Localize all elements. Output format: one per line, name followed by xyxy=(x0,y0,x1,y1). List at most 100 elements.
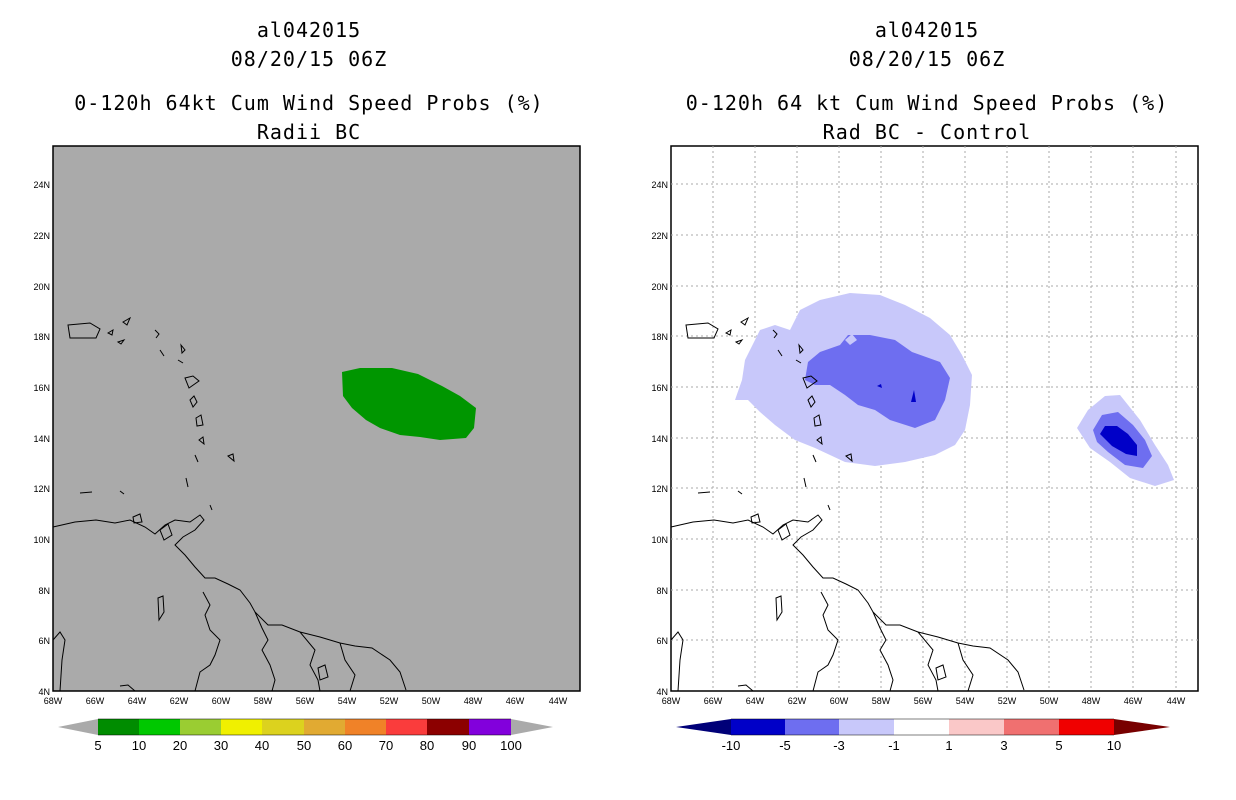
lon-label: 50W xyxy=(1040,696,1059,706)
lon-label: 58W xyxy=(872,696,891,706)
left-legend-label: 60 xyxy=(338,738,352,750)
left-colorbar-swatch xyxy=(221,719,262,735)
right-subtitle: Rad BC - Control xyxy=(822,120,1032,144)
lat-label: 24N xyxy=(651,180,668,190)
lon-label: 52W xyxy=(998,696,1017,706)
left-colorbar-swatch xyxy=(427,719,469,735)
lon-label: 50W xyxy=(422,696,441,706)
lon-label: 44W xyxy=(1167,696,1186,706)
left-legend-label: 40 xyxy=(255,738,269,750)
left-legend-label: 20 xyxy=(173,738,187,750)
left-legend-label: 90 xyxy=(462,738,476,750)
lat-label: 6N xyxy=(38,636,50,646)
right-product-title: 0-120h 64 kt Cum Wind Speed Probs (%) xyxy=(685,91,1169,115)
lat-label: 6N xyxy=(656,636,668,646)
left-legend-label: 80 xyxy=(420,738,434,750)
left-lon-labels: 68W 66W 64W 62W 60W 58W 56W 54W 52W 50W … xyxy=(44,696,568,706)
lon-label: 66W xyxy=(86,696,105,706)
left-subtitle: Radii BC xyxy=(256,120,362,144)
lat-label: 8N xyxy=(656,586,668,596)
left-colorbar-swatch xyxy=(304,719,345,735)
lat-label: 12N xyxy=(33,484,50,494)
left-legend-label: 100 xyxy=(500,738,522,750)
right-colorbar-swatch xyxy=(894,719,949,735)
right-colorbar-low-arrow xyxy=(676,719,731,735)
left-legend-label: 70 xyxy=(379,738,393,750)
left-storm-id: al042015 xyxy=(256,18,362,42)
right-diff-contour-dark-east xyxy=(1100,426,1137,456)
lat-label: 18N xyxy=(651,332,668,342)
right-diff-contour-mid-west xyxy=(805,335,950,428)
right-colorbar-swatch xyxy=(839,719,894,735)
lat-label: 22N xyxy=(651,231,668,241)
right-gridlines xyxy=(671,146,1198,691)
lon-label: 56W xyxy=(914,696,933,706)
lon-label: 62W xyxy=(788,696,807,706)
right-colorbar-swatch xyxy=(1059,719,1114,735)
left-legend-label: 50 xyxy=(297,738,311,750)
right-colorbar: -10 -5 -3 -1 1 3 5 10 xyxy=(676,718,1170,750)
right-diff-contour-light-hole xyxy=(845,334,857,345)
left-legend-label: 5 xyxy=(94,738,101,750)
lon-label: 56W xyxy=(296,696,315,706)
lon-label: 44W xyxy=(549,696,568,706)
lon-label: 62W xyxy=(170,696,189,706)
right-storm-id: al042015 xyxy=(874,18,980,42)
right-diff-contour-dark-spot-1 xyxy=(911,390,916,402)
lat-label: 12N xyxy=(651,484,668,494)
lon-label: 54W xyxy=(956,696,975,706)
lat-label: 10N xyxy=(33,535,50,545)
lon-label: 68W xyxy=(662,696,681,706)
lon-label: 54W xyxy=(338,696,357,706)
lon-label: 48W xyxy=(464,696,483,706)
lon-label: 58W xyxy=(254,696,273,706)
lat-label: 8N xyxy=(38,586,50,596)
right-legend-label: -1 xyxy=(888,738,900,750)
right-legend-label: -10 xyxy=(722,738,741,750)
lon-label: 66W xyxy=(704,696,723,706)
left-colorbar-swatch xyxy=(386,719,427,735)
left-map: 24N 22N 20N 18N 16N 14N 12N 10N 8N 6N 4N… xyxy=(33,145,581,750)
right-legend-label: -3 xyxy=(833,738,845,750)
lon-label: 52W xyxy=(380,696,399,706)
left-colorbar-swatch xyxy=(345,719,386,735)
lat-label: 20N xyxy=(651,282,668,292)
lat-label: 24N xyxy=(33,180,50,190)
left-datetime: 08/20/15 06Z xyxy=(230,47,388,71)
lon-label: 68W xyxy=(44,696,63,706)
left-lat-labels: 24N 22N 20N 18N 16N 14N 12N 10N 8N 6N 4N xyxy=(33,180,50,697)
right-colorbar-swatch xyxy=(731,719,785,735)
lon-label: 48W xyxy=(1082,696,1101,706)
right-diff-contour-dark-spot-2 xyxy=(877,384,882,388)
left-map-background xyxy=(52,145,581,692)
right-colorbar-swatch xyxy=(785,719,839,735)
lat-label: 4N xyxy=(38,687,50,697)
lat-label: 14N xyxy=(651,434,668,444)
lat-label: 22N xyxy=(33,231,50,241)
lat-label: 14N xyxy=(33,434,50,444)
left-coastlines xyxy=(52,316,407,692)
left-legend-label: 30 xyxy=(214,738,228,750)
lon-label: 60W xyxy=(212,696,231,706)
left-colorbar-swatch xyxy=(180,719,221,735)
right-legend-label: 3 xyxy=(1000,738,1007,750)
lon-label: 60W xyxy=(830,696,849,706)
left-colorbar-swatch xyxy=(98,719,139,735)
left-colorbar-swatch xyxy=(139,719,180,735)
lat-label: 16N xyxy=(651,383,668,393)
right-datetime: 08/20/15 06Z xyxy=(848,47,1006,71)
right-lon-labels: 68W 66W 64W 62W 60W 58W 56W 54W 52W 50W … xyxy=(662,696,1186,706)
lon-label: 64W xyxy=(128,696,147,706)
left-colorbar-high-arrow xyxy=(511,719,553,735)
lat-label: 10N xyxy=(651,535,668,545)
lat-label: 20N xyxy=(33,282,50,292)
right-lat-labels: 24N 22N 20N 18N 16N 14N 12N 10N 8N 6N 4N xyxy=(651,180,668,697)
lat-label: 16N xyxy=(33,383,50,393)
lon-label: 64W xyxy=(746,696,765,706)
lat-label: 4N xyxy=(656,687,668,697)
right-legend-label: 1 xyxy=(945,738,952,750)
left-colorbar-low-arrow xyxy=(58,719,98,735)
right-legend-label: 5 xyxy=(1055,738,1062,750)
left-colorbar: 5 10 20 30 40 50 60 70 80 90 100 xyxy=(58,718,553,750)
right-colorbar-high-arrow xyxy=(1114,719,1170,735)
